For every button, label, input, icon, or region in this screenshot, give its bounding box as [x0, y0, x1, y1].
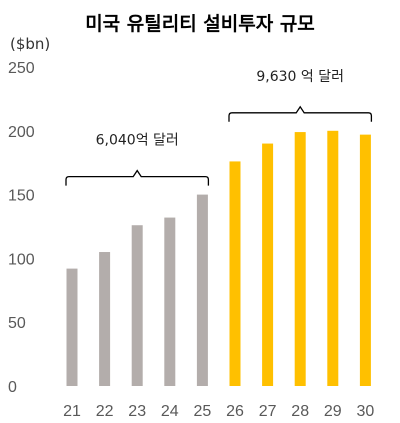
x-tick-label: 22	[96, 403, 114, 420]
annotation-label: 6,040억 달러	[96, 133, 179, 149]
y-axis: 0 50 100 150 200 250	[8, 60, 35, 396]
y-tick-label: 250	[8, 60, 35, 77]
y-tick-label: 150	[8, 188, 35, 205]
bar-23	[131, 225, 143, 386]
bar-26	[229, 161, 241, 386]
bar-28	[294, 132, 306, 386]
x-tick-label: 21	[63, 403, 81, 420]
y-tick-label: 50	[8, 315, 26, 332]
annotation-brace	[228, 105, 373, 122]
bar-25	[196, 194, 208, 386]
bar-24	[164, 217, 176, 386]
y-axis-unit: ($bn)	[10, 35, 50, 53]
bar-27	[262, 143, 274, 386]
x-tick-label: 28	[291, 403, 309, 420]
bar-22	[99, 252, 111, 386]
annotations: 6,040억 달러 9,630 억 달러	[65, 69, 373, 186]
chart-title: 미국 유틸리티 설비투자 규모	[85, 13, 315, 35]
bar-21	[66, 268, 78, 386]
y-tick-label: 200	[8, 124, 35, 141]
x-tick-label: 26	[226, 403, 244, 420]
bar-30	[359, 134, 371, 386]
x-tick-label: 27	[259, 403, 277, 420]
x-tick-label: 30	[357, 403, 375, 420]
x-axis: 21 22 23 24 25 26 27 28 29 30	[63, 403, 374, 420]
y-tick-label: 100	[8, 251, 35, 268]
bar-29	[327, 130, 339, 386]
x-tick-label: 24	[161, 403, 179, 420]
x-tick-label: 25	[194, 403, 212, 420]
x-tick-label: 23	[128, 403, 146, 420]
bar-series	[66, 130, 371, 386]
y-tick-label: 0	[8, 379, 17, 396]
annotation-label: 9,630 억 달러	[256, 69, 344, 85]
x-tick-label: 29	[324, 403, 342, 420]
annotation-brace	[65, 169, 210, 186]
